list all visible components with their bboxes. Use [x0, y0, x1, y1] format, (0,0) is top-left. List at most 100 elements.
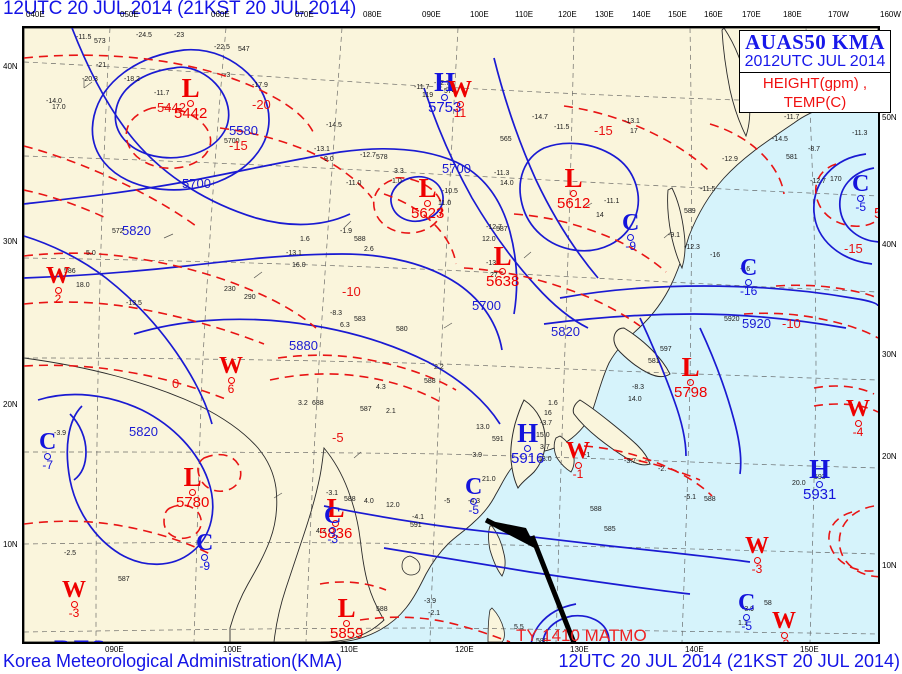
station-value: 58 — [764, 600, 772, 607]
lon-tick-bottom: 090E — [105, 645, 124, 654]
station-value: 583 — [354, 316, 366, 323]
station-value: 13.0 — [476, 424, 490, 431]
station-value: -11.1 — [604, 198, 620, 205]
thermal-dot — [745, 279, 753, 286]
cold-center[interactable]: C -3 — [324, 504, 341, 545]
high-pressure-center[interactable]: H 5931 — [803, 456, 836, 503]
low-pressure-center[interactable]: L 5780 — [176, 464, 209, 511]
lat-tick-right: 50N — [882, 113, 897, 122]
station-value: 9.0 — [324, 156, 334, 163]
thermal-dot — [854, 420, 862, 427]
center-dot — [332, 520, 340, 527]
thermal-temp-value: -3 — [68, 606, 80, 620]
thermal-temp-value: -3 — [751, 562, 763, 576]
low-pressure-center[interactable]: L 5859 — [330, 595, 363, 642]
station-value: -14.0 — [46, 98, 62, 105]
cold-center[interactable]: C -7 — [39, 430, 56, 472]
low-pressure-center[interactable]: L 5612 — [557, 165, 590, 212]
center-dot — [189, 489, 197, 496]
center-height-value: 5638 — [486, 273, 520, 290]
center-symbol: H — [517, 418, 539, 448]
temperature-contour-label: -10 — [782, 316, 801, 331]
cold-center[interactable]: C -5 — [738, 590, 756, 632]
cold-center[interactable]: C -9 — [196, 531, 213, 573]
station-value: -14.5 — [326, 122, 342, 129]
warm-center[interactable]: W 11 — [448, 77, 472, 119]
station-value: 587 — [496, 226, 508, 233]
thermal-symbol: C — [740, 255, 758, 281]
lat-tick-left: 30N — [3, 237, 18, 246]
center-height-value: 5798 — [674, 384, 708, 401]
thermal-symbol: W — [448, 77, 472, 103]
station-value: 581 — [786, 154, 798, 161]
low-pressure-center[interactable]: L 5645 — [874, 176, 878, 221]
station-value: 585 — [604, 526, 616, 533]
dfs-logo: DFS — [54, 635, 106, 642]
warm-center[interactable]: W -1 — [566, 439, 590, 480]
thermal-temp-value: -5 — [468, 503, 479, 517]
warm-center[interactable]: W -3 — [772, 609, 796, 642]
center-height-value: 5836 — [319, 525, 353, 542]
typhoon-label[interactable]: TY 1410 MATMO — [516, 626, 647, 644]
station-value: 119 — [422, 92, 434, 99]
map-graphics — [24, 28, 878, 642]
cold-center[interactable]: C -16 — [740, 255, 758, 297]
thermal-symbol: C — [738, 590, 756, 616]
low-pressure-center[interactable]: L 5442 — [174, 73, 207, 122]
thermal-temp-value: -7 — [42, 458, 53, 472]
lat-tick-right: 40N — [882, 240, 897, 249]
station-value: 16.0 — [292, 262, 306, 269]
station-value: 573 — [94, 38, 106, 45]
warm-center[interactable]: W -3 — [745, 533, 769, 576]
thermal-symbol: C — [465, 474, 483, 500]
station-value: 14.0 — [500, 180, 514, 187]
high-pressure-center[interactable]: H 5916 — [511, 418, 544, 467]
thermal-dot — [743, 614, 751, 621]
cold-center[interactable]: C -5 — [852, 171, 870, 213]
station-value: 3.3 — [394, 168, 404, 175]
thermal-dot — [574, 462, 582, 469]
low-pressure-center[interactable]: L 5623 — [411, 175, 444, 222]
cold-center[interactable]: C -9 — [622, 210, 640, 252]
station-value: -12.7 — [486, 224, 502, 231]
station-value: 230 — [224, 286, 236, 293]
thermal-symbol: C — [622, 210, 640, 236]
low-pressure-center[interactable]: L 5638 — [486, 243, 520, 290]
center-symbol: L — [181, 73, 200, 103]
map-canvas[interactable]: L5442H5753L5623L5612L5638L5645L5798H5916… — [22, 26, 880, 644]
thermal-symbol: W — [745, 533, 769, 559]
thermal-temp-value: -9 — [199, 559, 210, 573]
lat-tick-left: 20N — [3, 400, 18, 409]
center-dot — [441, 94, 449, 101]
station-value: 4.3 — [316, 528, 326, 535]
lon-tick-top: 160E — [704, 10, 723, 19]
station-value: -13.1 — [314, 146, 330, 153]
lon-tick-top: 040E — [26, 10, 45, 19]
height-contour-label: 5820 — [551, 324, 580, 339]
station-value: -17.9 — [252, 82, 268, 89]
low-pressure-center[interactable]: L 5798 — [674, 354, 708, 401]
thermal-dot — [780, 632, 788, 639]
center-height-value: 5753 — [428, 99, 462, 116]
station-value: -2. — [658, 466, 667, 473]
station-value: 16 — [544, 410, 552, 417]
latitude-axis-left: 40N 30N 20N 10N — [0, 0, 30, 674]
height-contour-label: 5700 — [182, 176, 211, 191]
warm-center[interactable]: W -3 — [62, 578, 86, 620]
low-pressure-center[interactable]: L 5836 — [319, 493, 353, 542]
station-value: 17 — [630, 128, 638, 135]
center-dot — [424, 200, 432, 207]
station-value: 5.0 — [86, 250, 96, 257]
warm-center[interactable]: W -4 — [846, 397, 870, 438]
lon-tick-top: 060E — [211, 10, 230, 19]
thermal-symbol: C — [852, 171, 870, 197]
cold-center[interactable]: C -5 — [465, 474, 483, 517]
longitude-axis-bottom: 090E 100E 110E 120E 130E 140E 150E — [0, 645, 902, 659]
station-value: 170 — [830, 176, 842, 183]
high-pressure-center[interactable]: H 5753 — [428, 69, 462, 116]
center-symbol: L — [326, 493, 345, 523]
station-value: 20.0 — [792, 480, 806, 487]
